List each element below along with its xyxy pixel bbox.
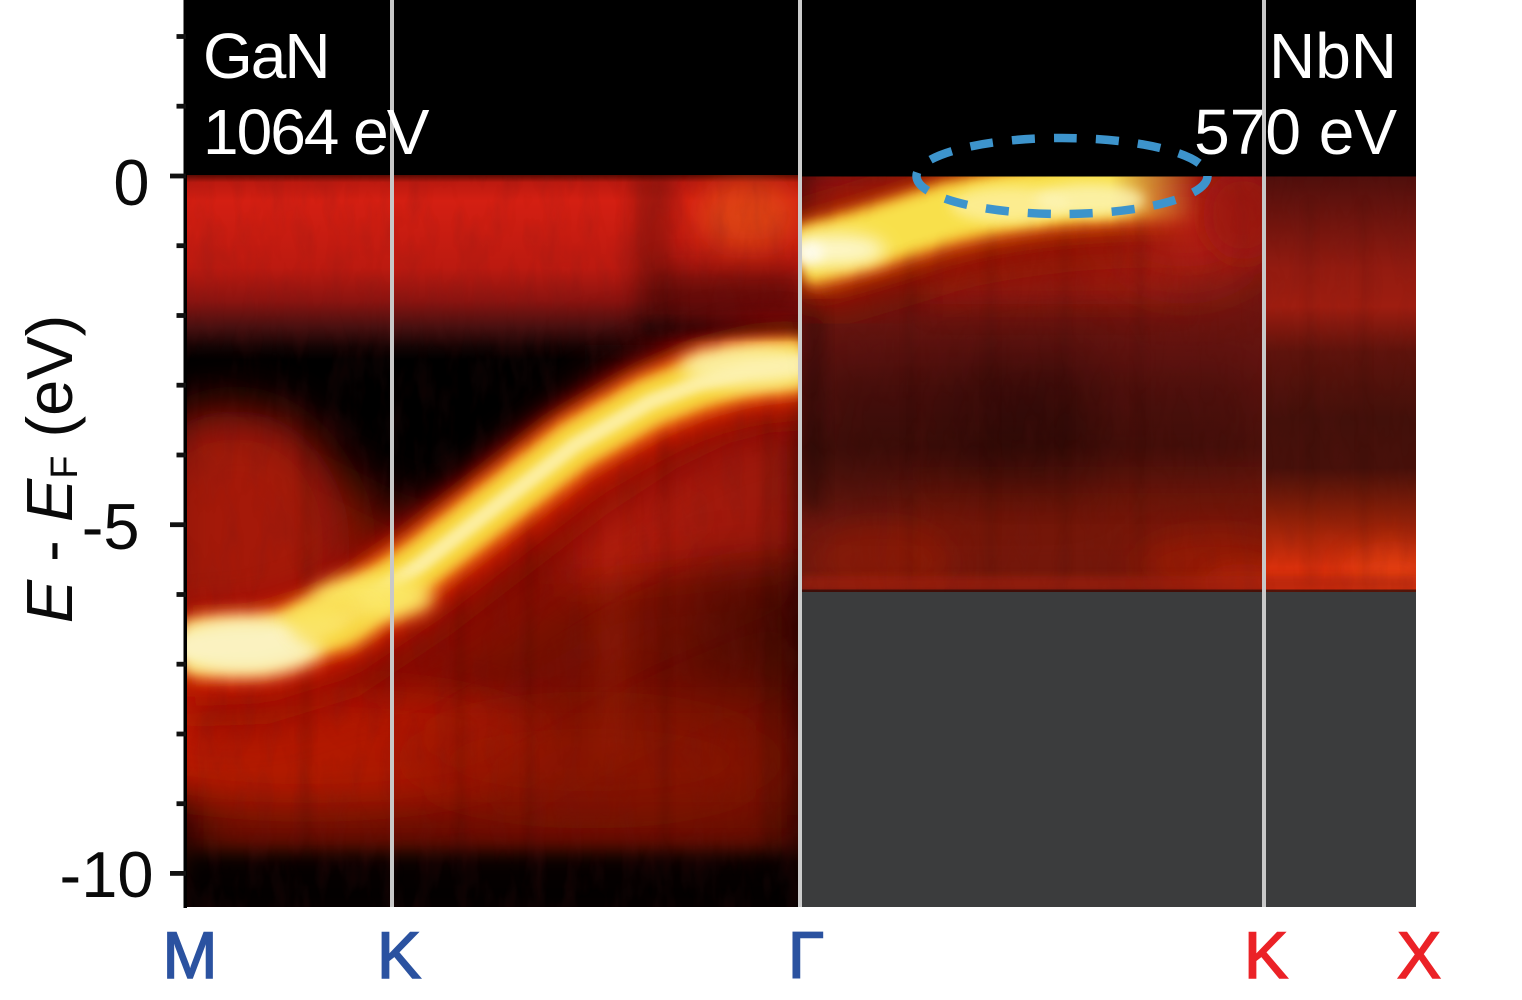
svg-text:E - EF (eV): E - EF (eV) <box>13 315 86 624</box>
svg-text:K: K <box>1244 918 1288 992</box>
svg-text:NbN: NbN <box>1269 20 1397 92</box>
svg-text:GaN: GaN <box>203 20 329 92</box>
svg-text:Γ: Γ <box>788 918 824 992</box>
svg-text:-10: -10 <box>60 838 154 911</box>
svg-text:-5: -5 <box>82 490 140 563</box>
svg-text:X: X <box>1397 918 1441 992</box>
svg-text:M: M <box>163 918 218 992</box>
svg-text:K: K <box>377 918 421 992</box>
svg-text:570 eV: 570 eV <box>1194 96 1397 168</box>
svg-text:1064 eV: 1064 eV <box>203 96 430 168</box>
svg-text:0: 0 <box>113 146 149 219</box>
